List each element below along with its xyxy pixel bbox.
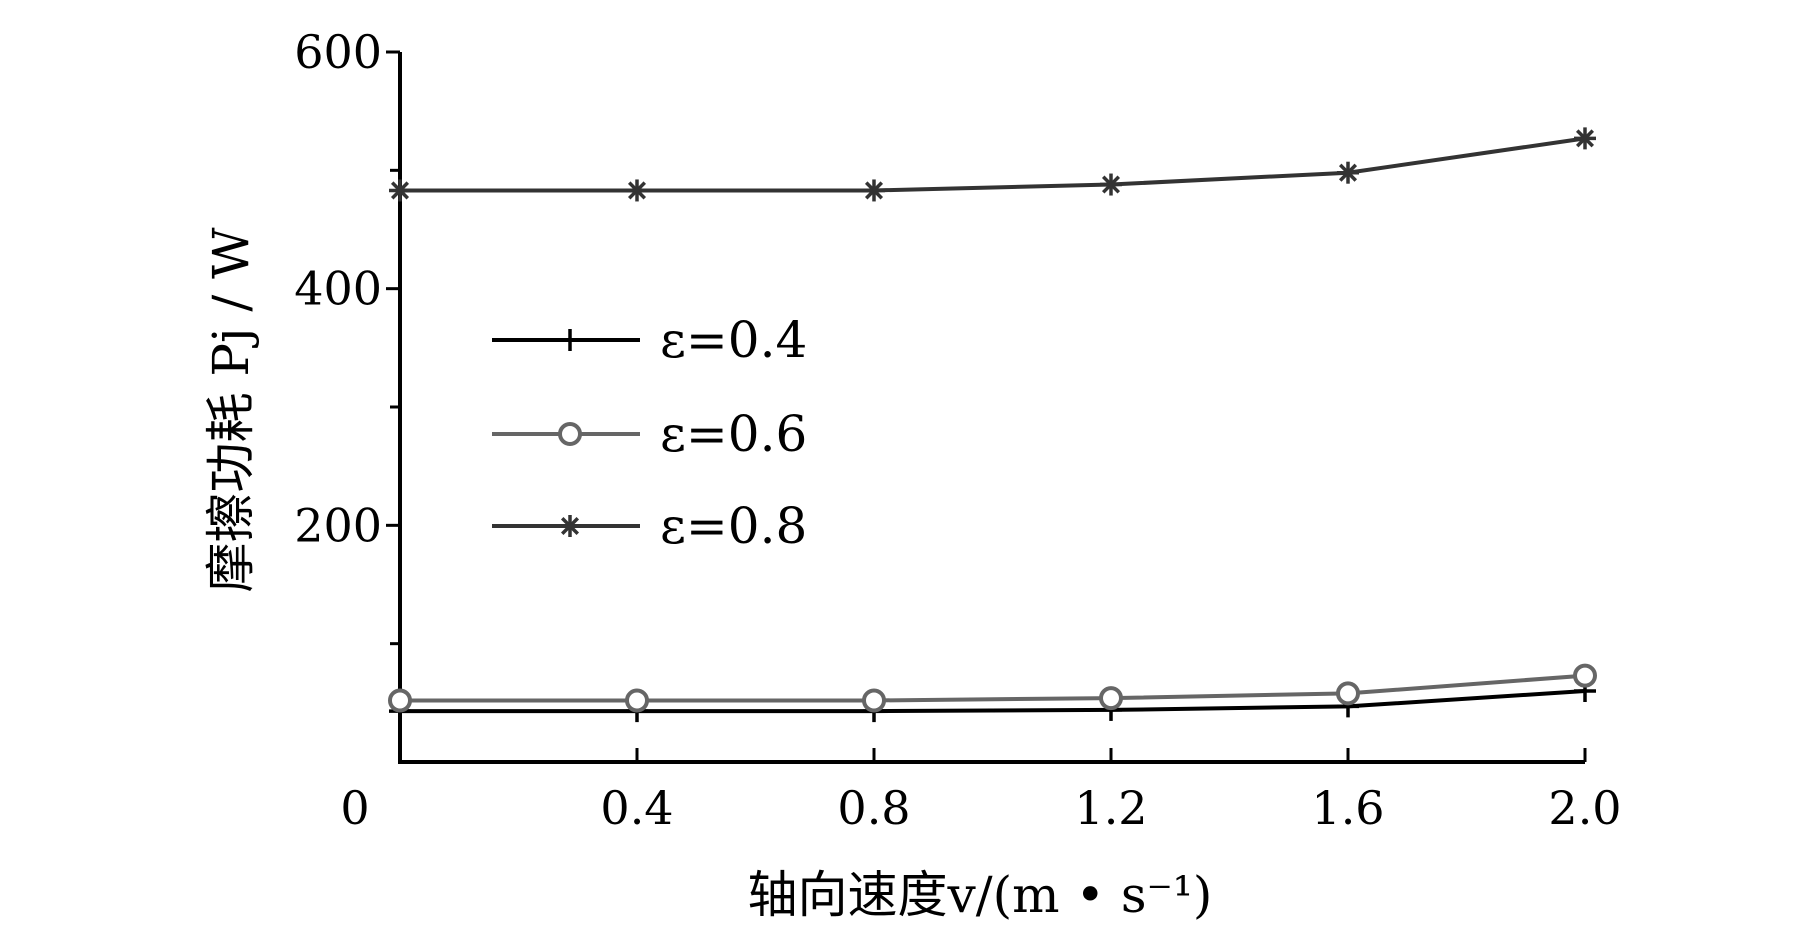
legend: ε=0.4 ε=0.6 ε=0.8	[492, 311, 807, 555]
x-tick-label: 0.8	[837, 781, 910, 835]
series-line	[400, 136, 1586, 193]
legend-marker	[559, 515, 581, 537]
data-point	[1337, 161, 1359, 184]
marker-stroke	[862, 688, 886, 713]
x-tick-label: 2.0	[1548, 781, 1621, 835]
legend-item: ε=0.8	[492, 497, 807, 555]
ticks: 600 400 200 0 0.4 0.8 1.2 1.6 2.0	[294, 25, 1621, 835]
marker-stroke	[1575, 129, 1595, 148]
y-tick-label: 200	[294, 498, 382, 552]
data-point	[389, 179, 411, 202]
marker-stroke	[558, 422, 582, 446]
legend-item: ε=0.4	[492, 311, 807, 369]
y-tick-label: 400	[294, 262, 382, 316]
marker-stroke	[864, 181, 884, 200]
y-axis-title: 摩擦功耗 Pj / W	[202, 227, 260, 593]
data-point	[1336, 681, 1360, 706]
marker-stroke	[1101, 175, 1121, 194]
series-3	[389, 127, 1596, 202]
marker-stroke	[388, 688, 412, 713]
marker-stroke	[390, 181, 410, 200]
marker-stroke	[627, 181, 647, 200]
marker-stroke	[560, 516, 580, 536]
x-tick-label: 0.4	[600, 781, 673, 835]
data-point	[1099, 686, 1123, 711]
data-point	[1100, 173, 1122, 196]
series-line	[400, 673, 1586, 703]
marker-stroke	[1573, 663, 1597, 688]
series-layer	[388, 127, 1597, 723]
x-tick-label: 1.6	[1311, 781, 1384, 835]
legend-marker	[558, 422, 582, 446]
y-tick-label: 600	[294, 25, 382, 79]
axes	[398, 52, 1585, 764]
legend-label: ε=0.8	[660, 497, 807, 555]
data-point	[625, 688, 649, 713]
x-tick-label: 1.2	[1074, 781, 1147, 835]
legend-label: ε=0.6	[660, 405, 807, 463]
data-point	[862, 688, 886, 713]
legend-item: ε=0.6	[492, 405, 807, 463]
x-tick-label: 0	[340, 781, 369, 835]
data-point	[1574, 127, 1596, 150]
marker-stroke	[1338, 163, 1358, 182]
data-point	[388, 688, 412, 713]
data-point	[863, 179, 885, 202]
data-point	[1573, 663, 1597, 688]
x-axis-title: 轴向速度v/(m • s⁻¹)	[748, 866, 1213, 924]
legend-label: ε=0.4	[660, 311, 807, 369]
series-2	[388, 663, 1597, 713]
marker-stroke	[1336, 681, 1360, 706]
marker-stroke	[1099, 686, 1123, 711]
data-point	[626, 179, 648, 202]
marker-stroke	[625, 688, 649, 713]
series-line	[400, 689, 1586, 714]
legend-marker	[559, 329, 581, 351]
